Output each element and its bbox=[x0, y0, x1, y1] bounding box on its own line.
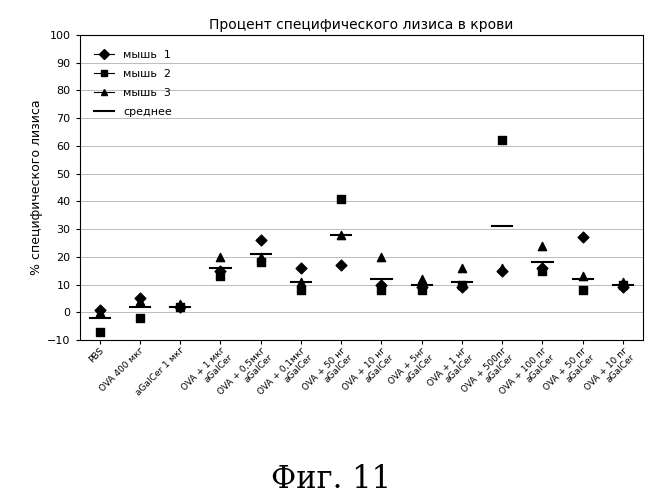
Text: Фиг. 11: Фиг. 11 bbox=[271, 464, 392, 495]
Point bbox=[215, 266, 225, 274]
Point bbox=[296, 264, 306, 272]
Title: Процент специфического лизиса в крови: Процент специфического лизиса в крови bbox=[209, 18, 514, 32]
Point bbox=[416, 286, 427, 294]
Point bbox=[336, 261, 347, 269]
Point bbox=[537, 266, 548, 274]
Point bbox=[537, 242, 548, 250]
Point bbox=[376, 253, 387, 261]
Point bbox=[376, 280, 387, 288]
Point bbox=[135, 314, 145, 322]
Point bbox=[416, 284, 427, 292]
Point bbox=[336, 230, 347, 238]
Point bbox=[618, 280, 629, 288]
Point bbox=[175, 300, 186, 308]
Point bbox=[94, 328, 105, 336]
Point bbox=[577, 286, 588, 294]
Point bbox=[336, 194, 347, 202]
Point bbox=[175, 302, 186, 310]
Point bbox=[577, 234, 588, 241]
Point bbox=[175, 302, 186, 310]
Point bbox=[296, 278, 306, 286]
Point bbox=[255, 236, 266, 244]
Point bbox=[497, 136, 508, 144]
Point bbox=[537, 264, 548, 272]
Point bbox=[376, 286, 387, 294]
Point bbox=[577, 272, 588, 280]
Point bbox=[135, 294, 145, 302]
Point bbox=[94, 306, 105, 314]
Point bbox=[457, 280, 467, 288]
Point bbox=[94, 308, 105, 316]
Point bbox=[618, 284, 629, 292]
Y-axis label: % специфического лизиса: % специфического лизиса bbox=[30, 100, 43, 276]
Point bbox=[135, 297, 145, 305]
Point bbox=[255, 258, 266, 266]
Point bbox=[497, 264, 508, 272]
Legend: мышь  1, мышь  2, мышь  3, среднее: мышь 1, мышь 2, мышь 3, среднее bbox=[91, 46, 175, 120]
Point bbox=[215, 272, 225, 280]
Point bbox=[296, 286, 306, 294]
Point bbox=[457, 264, 467, 272]
Point bbox=[497, 266, 508, 274]
Point bbox=[255, 253, 266, 261]
Point bbox=[457, 284, 467, 292]
Point bbox=[416, 275, 427, 283]
Point bbox=[618, 278, 629, 286]
Point bbox=[215, 253, 225, 261]
